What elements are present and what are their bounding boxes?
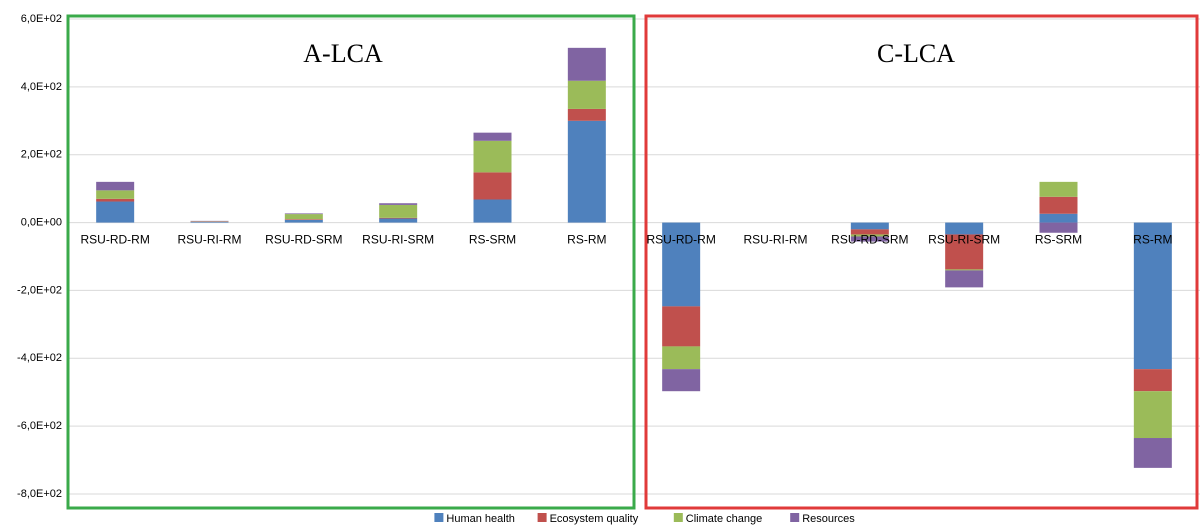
bar-segment xyxy=(662,306,701,347)
bar-segment xyxy=(662,346,701,370)
legend-label: Human health xyxy=(446,513,515,525)
x-tick-label: RSU-RI-SRM xyxy=(928,233,1000,247)
y-tick-label: 2,0E+02 xyxy=(21,149,62,161)
bar-segment xyxy=(1133,391,1172,439)
bar-segment xyxy=(379,218,418,223)
bar-segment xyxy=(284,213,323,215)
annotation: C-LCA xyxy=(877,39,955,68)
x-tick-label: RS-SRM xyxy=(469,233,516,247)
c-lca-box xyxy=(644,14,1199,510)
y-tick-label: 6,0E+02 xyxy=(21,13,62,25)
bar-segment xyxy=(1133,222,1172,370)
x-tick-label: RSU-RD-RM xyxy=(81,233,150,247)
bar-segment xyxy=(284,214,323,220)
bar-segment xyxy=(945,234,984,270)
x-tick-label: RSU-RI-SRM xyxy=(362,233,434,247)
bar-segment xyxy=(190,221,229,223)
bar-segment xyxy=(850,222,889,230)
bar-segment xyxy=(1039,196,1078,214)
bar-segment xyxy=(567,80,606,109)
bar-segment xyxy=(567,47,606,81)
y-tick-label: -8,0E+02 xyxy=(17,488,62,500)
y-tick-label: 4,0E+02 xyxy=(21,81,62,93)
bar-segment xyxy=(567,108,606,121)
bar-segment xyxy=(96,201,135,223)
legend-swatch xyxy=(790,513,800,522)
bar-segment xyxy=(567,120,606,223)
bar-segment xyxy=(662,369,701,392)
bar-segment xyxy=(284,219,323,220)
bar-segment xyxy=(473,140,512,173)
bar-segment xyxy=(96,198,135,202)
bar-segment xyxy=(1133,369,1172,392)
bar-segment xyxy=(473,199,512,223)
x-tick-label: RS-RM xyxy=(567,233,606,247)
y-tick-label: -2,0E+02 xyxy=(17,284,62,296)
x-tick-label: RSU-RD-RM xyxy=(647,233,716,247)
legend-swatch xyxy=(434,513,444,522)
bar-segment xyxy=(662,222,701,307)
x-tick-label: RSU-RD-SRM xyxy=(265,233,342,247)
legend-label: Climate change xyxy=(686,513,762,525)
bar-segment xyxy=(473,172,512,200)
bar-segment xyxy=(473,132,512,141)
y-tick-label: 0,0E+00 xyxy=(21,216,62,228)
bar-segment xyxy=(284,219,323,223)
bar-segment xyxy=(96,181,135,191)
bar-segment xyxy=(379,203,418,205)
bar-segment xyxy=(945,269,984,271)
x-tick-label: RS-RM xyxy=(1133,233,1172,247)
annotation: A-LCA xyxy=(303,39,383,68)
bar-segment xyxy=(96,190,135,199)
bar-segment xyxy=(1133,438,1172,468)
bar-segment xyxy=(945,222,984,235)
bar-segment xyxy=(379,217,418,219)
x-tick-label: RS-SRM xyxy=(1035,233,1082,247)
y-tick-label: -4,0E+02 xyxy=(17,352,62,364)
a-lca-box xyxy=(66,14,636,510)
bar-segment xyxy=(850,234,889,237)
x-tick-label: RSU-RD-SRM xyxy=(831,233,908,247)
bar-segment xyxy=(1039,181,1078,197)
bar-segment xyxy=(1039,213,1078,223)
x-tick-label: RSU-RI-RM xyxy=(178,233,242,247)
bar-segment xyxy=(379,204,418,218)
bar-segment xyxy=(850,236,889,242)
legend-label: Resources xyxy=(802,513,855,525)
bar-segment xyxy=(1039,222,1078,233)
y-tick-label: -6,0E+02 xyxy=(17,420,62,432)
legend-swatch xyxy=(537,513,547,522)
legend-swatch xyxy=(673,513,683,522)
bar-segment xyxy=(850,229,889,235)
legend-label: Ecosystem quality xyxy=(550,513,639,525)
bar-segment xyxy=(945,270,984,288)
x-tick-label: RSU-RI-RM xyxy=(744,233,808,247)
